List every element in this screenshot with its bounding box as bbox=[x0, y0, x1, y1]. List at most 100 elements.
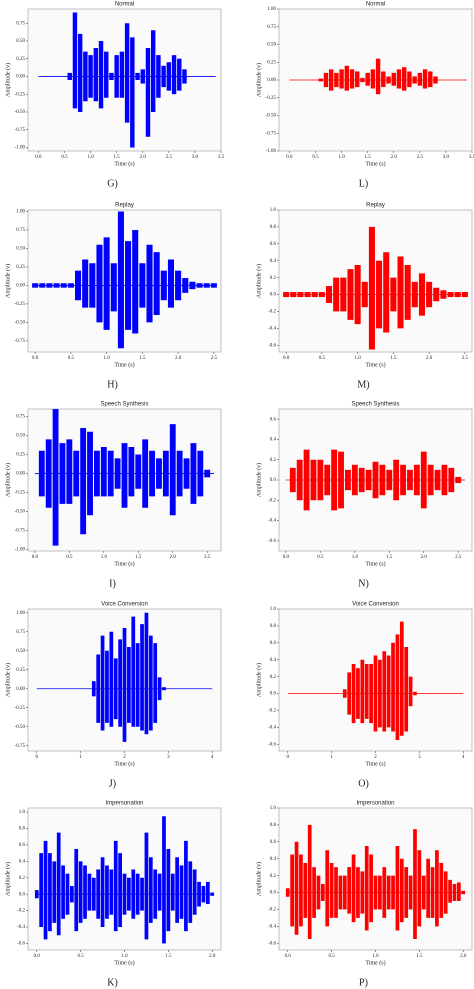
x-tick-label: 1.0 bbox=[101, 555, 108, 560]
x-tick-label: 1.0 bbox=[372, 954, 379, 959]
x-tick-label: 0.0 bbox=[34, 954, 41, 959]
panel-caption: O) bbox=[358, 778, 369, 789]
x-tick-label: 3.5 bbox=[469, 155, 474, 160]
y-tick-label: 0.75 bbox=[16, 228, 25, 233]
x-tick-label: 0.0 bbox=[35, 155, 42, 160]
x-tick-label: 0.5 bbox=[319, 356, 326, 361]
y-tick-label: -0.2 bbox=[268, 709, 276, 714]
y-tick-label: -0.4 bbox=[268, 326, 276, 331]
y-axis-label: Amplitude (v) bbox=[4, 463, 11, 497]
x-axis-label: Time (s) bbox=[114, 560, 134, 567]
x-tick-label: 0.0 bbox=[32, 356, 39, 361]
x-tick-label: 2.0 bbox=[391, 155, 398, 160]
y-axis-label: Amplitude (v) bbox=[255, 63, 262, 97]
panel-title: Speech Synthesis bbox=[351, 402, 399, 408]
y-tick-label: -0.6 bbox=[268, 343, 276, 348]
panel-caption: J) bbox=[109, 778, 116, 789]
y-tick-label: 0.2 bbox=[270, 458, 277, 463]
y-tick-label: -0.4 bbox=[268, 924, 276, 929]
x-tick-label: 4 bbox=[462, 755, 465, 760]
x-tick-label: 0.0 bbox=[285, 954, 292, 959]
x-tick-label: 1.5 bbox=[386, 555, 393, 560]
panel-caption: M) bbox=[357, 379, 369, 390]
x-tick-label: 0.0 bbox=[283, 555, 290, 560]
panel-title: Voice Conversion bbox=[352, 602, 399, 608]
y-tick-label: 0.0 bbox=[270, 692, 277, 697]
panel-caption: P) bbox=[359, 977, 368, 988]
x-tick-label: 0.5 bbox=[61, 155, 68, 160]
y-tick-label: 0.6 bbox=[270, 417, 277, 422]
y-tick-label: 1.00 bbox=[267, 7, 276, 12]
y-tick-label: 0.75 bbox=[267, 25, 276, 30]
x-tick-label: 2.5 bbox=[417, 155, 424, 160]
y-tick-label: -0.25 bbox=[266, 96, 277, 101]
x-tick-label: 4 bbox=[211, 755, 214, 760]
panel-title: Normal bbox=[115, 2, 134, 8]
y-tick-label: 0.75 bbox=[16, 21, 25, 26]
x-tick-label: 2.5 bbox=[455, 555, 462, 560]
panel: Replay -0.6 -0.4 -0.2 0.0 0.2 0.4 0.6 0.8 1.0 0.0 0… bbox=[255, 203, 473, 390]
panel-caption: H) bbox=[107, 379, 118, 390]
panel: Impersonation -0.6 -0.4 -0.2 0.0 0.2 0.4 0.6 0.8… bbox=[4, 801, 222, 988]
x-tick-label: 0.0 bbox=[283, 356, 290, 361]
y-tick-label: 1.00 bbox=[16, 210, 25, 215]
x-tick-label: 1.5 bbox=[365, 155, 372, 160]
x-tick-label: 2.5 bbox=[211, 356, 218, 361]
y-axis-label: Amplitude (v) bbox=[4, 63, 11, 97]
y-tick-label: 0.6 bbox=[270, 242, 277, 247]
x-tick-label: 3.0 bbox=[192, 155, 199, 160]
x-tick-label: 0.5 bbox=[78, 954, 85, 959]
panel: Replay -0.75 -0.50 -0.25 0.00 0.25 0.50 0.75 1.0… bbox=[4, 203, 222, 390]
y-tick-label: 0.00 bbox=[16, 75, 25, 80]
y-tick-label: -0.25 bbox=[15, 302, 26, 307]
y-tick-label: -0.75 bbox=[15, 128, 26, 133]
y-tick-label: 0.25 bbox=[16, 57, 25, 62]
y-tick-label: -0.4 bbox=[17, 925, 25, 930]
panel-title: Voice Conversion bbox=[101, 602, 148, 608]
x-axis-label: Time (s) bbox=[365, 959, 385, 966]
panel: Normal -1.00 -0.75 -0.50 -0.25 0.00 0.25 0.50 0.… bbox=[255, 2, 474, 190]
x-axis-label: Time (s) bbox=[114, 160, 134, 167]
x-tick-label: 1.0 bbox=[338, 155, 345, 160]
y-tick-label: -0.25 bbox=[15, 92, 26, 97]
y-tick-label: -0.50 bbox=[15, 510, 26, 515]
y-tick-label: 0.50 bbox=[16, 39, 25, 44]
y-axis-label: Amplitude (v) bbox=[255, 862, 262, 896]
panel-caption: G) bbox=[107, 178, 118, 189]
x-tick-label: 1.5 bbox=[114, 155, 121, 160]
x-tick-label: 2.0 bbox=[170, 555, 177, 560]
y-tick-label: 0.75 bbox=[16, 415, 25, 420]
panel-caption: N) bbox=[358, 578, 369, 589]
x-tick-label: 1.5 bbox=[165, 954, 172, 959]
y-tick-label: 1.0 bbox=[270, 806, 277, 811]
y-tick-label: 0.4 bbox=[19, 859, 26, 864]
y-tick-label: 0.25 bbox=[267, 60, 276, 65]
plot-area bbox=[27, 209, 222, 353]
y-tick-label: 0.0 bbox=[270, 891, 277, 896]
y-tick-label: 0.25 bbox=[16, 265, 25, 270]
y-tick-label: -1.00 bbox=[266, 149, 277, 154]
x-axis-label: Time (s) bbox=[365, 361, 385, 368]
x-tick-label: 1.5 bbox=[135, 555, 142, 560]
x-axis-label: Time (s) bbox=[365, 160, 385, 167]
panel-caption: I) bbox=[109, 578, 116, 589]
x-tick-label: 0 bbox=[36, 755, 39, 760]
x-axis-label: Time (s) bbox=[114, 361, 134, 368]
x-tick-label: 3.5 bbox=[218, 155, 225, 160]
y-tick-label: -0.2 bbox=[268, 498, 276, 503]
x-tick-label: 3.0 bbox=[443, 155, 450, 160]
y-tick-label: 0.00 bbox=[16, 687, 25, 692]
y-tick-label: -0.50 bbox=[15, 321, 26, 326]
x-tick-label: 1.0 bbox=[87, 155, 94, 160]
y-axis-label: Amplitude (v) bbox=[4, 862, 11, 896]
y-tick-label: -0.6 bbox=[268, 941, 276, 946]
y-axis-label: Amplitude (v) bbox=[4, 663, 11, 697]
x-tick-label: 0.0 bbox=[32, 555, 39, 560]
x-tick-label: 2.0 bbox=[140, 155, 147, 160]
panel-title: Impersonation bbox=[356, 801, 394, 807]
y-tick-label: 0.25 bbox=[16, 453, 25, 458]
y-tick-label: -0.75 bbox=[15, 339, 26, 344]
y-tick-label: 0.4 bbox=[270, 259, 277, 264]
y-tick-label: 0.0 bbox=[270, 293, 277, 298]
